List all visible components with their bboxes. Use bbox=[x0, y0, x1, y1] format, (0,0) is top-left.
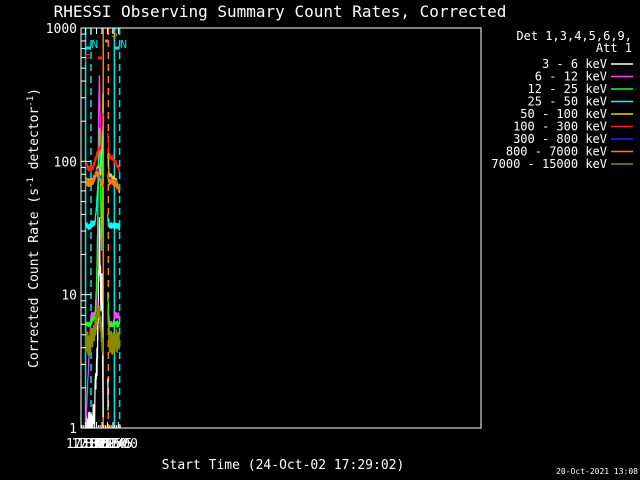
series-line-2 bbox=[85, 127, 104, 327]
x-tick-label-3: 18:15 bbox=[82, 437, 121, 452]
y-axis-label: Corrected Count Rate (s-1 detector-1) bbox=[26, 88, 42, 368]
series-line-post-5 bbox=[107, 132, 121, 173]
y-tick-label-3: 1000 bbox=[46, 22, 77, 37]
legend-label-3: 25 - 50 keV bbox=[528, 95, 607, 109]
x-tick-label-5: 18:45 bbox=[93, 437, 132, 452]
legend-label-1: 6 - 12 keV bbox=[535, 70, 607, 84]
x-axis-label: Start Time (24-Oct-02 17:29:02) bbox=[162, 458, 405, 473]
x-tick-label-6: 19:00 bbox=[99, 437, 138, 452]
series-line-7 bbox=[85, 170, 104, 190]
legend-label-4: 50 - 100 keV bbox=[520, 107, 607, 121]
y-tick-label-0: 1 bbox=[69, 422, 77, 437]
series-line-1 bbox=[85, 75, 104, 428]
flag-label-0: N bbox=[92, 38, 99, 51]
chart-title: RHESSI Observing Summary Count Rates, Co… bbox=[54, 2, 507, 21]
x-tick-label-0: 17:30 bbox=[66, 437, 105, 452]
plot-frame bbox=[80, 27, 482, 429]
series-line-0 bbox=[85, 216, 104, 429]
x-tick-label-4: 18:30 bbox=[88, 437, 127, 452]
legend-label-5: 100 - 300 keV bbox=[513, 120, 607, 134]
flag-label-2: F bbox=[84, 52, 91, 65]
series-line-8 bbox=[85, 301, 104, 357]
series-line-post-7 bbox=[107, 173, 120, 191]
legend-label-7: 800 - 7000 keV bbox=[506, 145, 607, 159]
legend-label-6: 300 - 800 keV bbox=[513, 132, 607, 146]
x-tick-label-1: 17:45 bbox=[71, 437, 110, 452]
legend-label-8: 7000 - 15000 keV bbox=[491, 157, 607, 171]
series-line-5 bbox=[85, 112, 104, 173]
legend-header-line2: Att 1 bbox=[596, 41, 632, 55]
y-tick-label-1: 10 bbox=[61, 289, 77, 304]
series-line-post-3 bbox=[107, 214, 121, 231]
flag-label-3: S bbox=[111, 27, 118, 40]
footer-timestamp: 20-Oct-2021 13:08 bbox=[556, 467, 638, 476]
flag-label-1: N bbox=[120, 38, 127, 51]
data-gap bbox=[103, 28, 108, 428]
legend-header-line1: Det 1,3,4,5,6,9, bbox=[516, 29, 632, 43]
series-line-post-2 bbox=[107, 292, 121, 328]
legend-label-2: 12 - 25 keV bbox=[528, 82, 607, 96]
legend-label-0: 3 - 6 keV bbox=[542, 57, 607, 71]
series-line-post-8 bbox=[107, 307, 121, 355]
y-tick-label-2: 100 bbox=[54, 155, 77, 170]
series-line-3 bbox=[85, 135, 104, 231]
x-tick-label-2: 18:00 bbox=[77, 437, 116, 452]
